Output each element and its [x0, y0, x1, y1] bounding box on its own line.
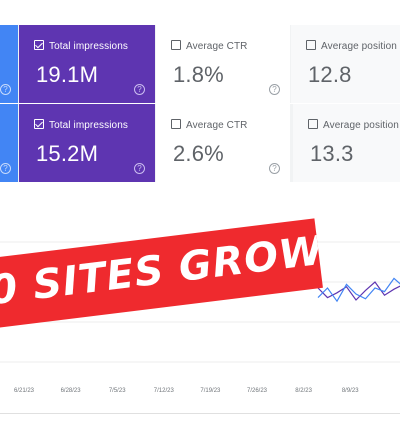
- impressions-label: Total impressions: [49, 120, 128, 131]
- ctr-label: Average CTR: [186, 120, 248, 131]
- x-tick-label: 6/21/23: [14, 388, 35, 394]
- impressions-value: 15.2M: [36, 141, 99, 166]
- position-label-row: Average position: [308, 119, 399, 131]
- impressions-label-row: Total impressions: [34, 119, 128, 131]
- ctr-label: Average CTR: [186, 41, 248, 52]
- ctr-value: 1.8%: [173, 62, 224, 87]
- impressions-checkbox[interactable]: [34, 119, 44, 129]
- x-tick-label: 6/28/23: [61, 388, 82, 394]
- ctr-checkbox[interactable]: [171, 119, 181, 129]
- position-value: 13.3: [310, 141, 354, 166]
- ctr-checkbox[interactable]: [171, 40, 181, 50]
- metrics-row-2: ? Total impressions 15.2M ? Average CTR …: [0, 104, 400, 182]
- clicks-series-line: [317, 277, 400, 303]
- x-tick-label: 7/26/23: [247, 388, 268, 394]
- average-position-card[interactable]: Average position 12.8: [291, 25, 400, 103]
- position-value: 12.8: [308, 62, 352, 87]
- impressions-checkbox[interactable]: [34, 40, 44, 50]
- total-impressions-card[interactable]: Total impressions 19.1M ?: [19, 25, 155, 103]
- x-tick-label: 7/19/23: [200, 388, 221, 394]
- impressions-label: Total impressions: [49, 41, 128, 52]
- x-tick-label: 8/2/23: [295, 388, 312, 394]
- ctr-label-row: Average CTR: [171, 40, 248, 52]
- position-checkbox[interactable]: [308, 119, 318, 129]
- total-impressions-card[interactable]: Total impressions 15.2M ?: [19, 104, 155, 182]
- impressions-value: 19.1M: [36, 62, 99, 87]
- position-label: Average position: [321, 41, 397, 52]
- total-clicks-card[interactable]: ?: [0, 25, 18, 103]
- help-icon[interactable]: ?: [269, 84, 280, 95]
- x-tick-label: 8/9/23: [342, 388, 359, 394]
- position-label-row: Average position: [306, 40, 397, 52]
- position-checkbox[interactable]: [306, 40, 316, 50]
- chart-x-axis: 6/21/23 6/28/23 7/5/23 7/12/23 7/19/23 7/26/2…: [14, 388, 359, 394]
- ctr-label-row: Average CTR: [171, 119, 248, 131]
- total-clicks-card[interactable]: ?: [0, 104, 18, 182]
- average-ctr-card[interactable]: Average CTR 2.6% ?: [156, 104, 290, 182]
- chart-series: [317, 277, 400, 303]
- ctr-value: 2.6%: [173, 141, 224, 166]
- help-icon[interactable]: ?: [0, 163, 11, 174]
- position-label: Average position: [323, 120, 399, 131]
- help-icon[interactable]: ?: [134, 84, 145, 95]
- x-tick-label: 7/12/23: [154, 388, 175, 394]
- average-position-card[interactable]: Average position 13.3: [293, 104, 400, 182]
- impressions-label-row: Total impressions: [34, 40, 128, 52]
- bottom-divider: [0, 413, 400, 414]
- help-icon[interactable]: ?: [134, 163, 145, 174]
- help-icon[interactable]: ?: [0, 84, 11, 95]
- average-ctr-card[interactable]: Average CTR 1.8% ?: [156, 25, 290, 103]
- metrics-row-1: ? Total impressions 19.1M ? Average CTR …: [0, 25, 400, 103]
- x-tick-label: 7/5/23: [109, 388, 126, 394]
- help-icon[interactable]: ?: [269, 163, 280, 174]
